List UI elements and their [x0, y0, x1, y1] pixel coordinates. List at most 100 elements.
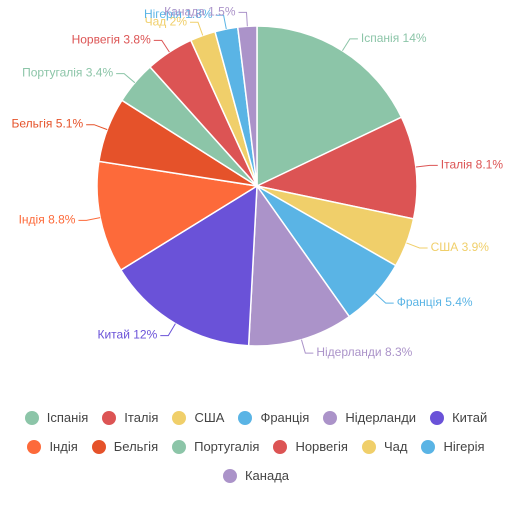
slice-label-name: Норвегія — [72, 33, 120, 47]
legend-marker — [273, 439, 288, 454]
slice-label-value: 5.1% — [56, 117, 84, 131]
slice-label: Індія 8.8% — [19, 213, 76, 227]
legend-marker — [102, 410, 117, 425]
legend-item[interactable]: Китай — [430, 410, 487, 425]
slice-label-name: Індія — [19, 213, 45, 227]
slice-label-value: 8.3% — [385, 345, 413, 359]
slice-label-value: 3.9% — [462, 240, 490, 254]
slice-label-name: Португалія — [22, 66, 82, 80]
legend-marker — [91, 439, 106, 454]
slice-label: Чад 2% — [145, 14, 188, 28]
slice-label: Канада 1.5% — [164, 4, 236, 18]
slice-label: Нідерланди 8.3% — [316, 345, 412, 359]
leader-line — [190, 21, 204, 36]
leader-line — [238, 11, 248, 27]
legend-item[interactable]: Португалія — [172, 439, 259, 454]
leader-line — [153, 39, 170, 53]
leader-line — [160, 323, 176, 337]
legend-marker — [27, 439, 42, 454]
slice-label: Нігерія 1.8% — [144, 7, 213, 21]
slice-label-value: 8.1% — [476, 158, 504, 172]
slice-label-value: 3.4% — [86, 66, 114, 80]
slice-label-value: 2% — [170, 14, 188, 28]
legend-marker — [421, 439, 436, 454]
slice-label-name: Китай — [97, 328, 129, 342]
legend-item[interactable]: Канада — [222, 468, 290, 483]
slice-label-value: 14% — [403, 31, 427, 45]
legend-label: Нігерія — [443, 439, 485, 454]
legend-item[interactable]: Італія — [102, 410, 158, 425]
pie-slice — [119, 184, 258, 347]
slice-label: Бельгія 5.1% — [11, 117, 83, 131]
leader-line — [415, 164, 438, 168]
leader-line — [215, 14, 227, 30]
legend-label: Бельгія — [113, 439, 159, 454]
legend-marker — [172, 410, 187, 425]
legend-marker — [222, 468, 237, 483]
legend-marker — [24, 410, 39, 425]
legend-label: Італія — [124, 410, 159, 425]
slice-label-value: 3.8% — [123, 33, 151, 47]
legend-item[interactable]: Бельгія — [91, 439, 159, 454]
slice-label: Португалія 3.4% — [22, 66, 113, 80]
slice-label-value: 1.8% — [185, 7, 213, 21]
slice-label-name: США — [431, 240, 459, 254]
slice-label-name: Чад — [145, 14, 167, 28]
slice-label: Італія 8.1% — [441, 158, 504, 172]
pie-slice — [236, 25, 258, 187]
legend-item[interactable]: Нігерія — [421, 439, 485, 454]
slice-label-name: Бельгія — [11, 117, 52, 131]
slice-label-value: 5.4% — [445, 295, 473, 309]
legend-item[interactable]: США — [172, 410, 224, 425]
leader-line — [375, 293, 394, 304]
pie-slice — [96, 160, 260, 272]
legend-label: Іспанія — [46, 410, 89, 425]
legend-label: Нідерланди — [345, 410, 417, 425]
slice-label-name: Нігерія — [144, 7, 182, 21]
legend-label: Китай — [452, 410, 488, 425]
slice-label: Іспанія 14% — [361, 31, 427, 45]
chart: Іспанія 14% Італія 8.1% США 3.9% Франція 5.… — [11, 4, 504, 359]
legend: Іспанія Італія США Франція Нідерланди Китай Ін… — [6, 410, 506, 483]
leader-line — [406, 242, 428, 249]
pie-slice — [256, 25, 403, 188]
slice-label-name: Канада — [164, 4, 205, 18]
legend-item[interactable]: Чад — [361, 439, 408, 454]
slice-label: Китай 12% — [97, 328, 157, 342]
slice-label: Норвегія 3.8% — [72, 33, 151, 47]
slice-label-name: Іспанія — [361, 31, 399, 45]
slice-label-name: Італія — [441, 158, 473, 172]
legend-label: Португалія — [194, 439, 260, 454]
legend-item[interactable]: Нідерланди — [323, 410, 416, 425]
legend-marker — [430, 410, 445, 425]
slice-label: Франція 5.4% — [397, 295, 473, 309]
slice-label: США 3.9% — [431, 240, 490, 254]
slice-label-value: 12% — [133, 328, 157, 342]
legend-label: США — [194, 410, 225, 425]
legend-label: Норвегія — [295, 439, 348, 454]
leader-line — [300, 339, 314, 354]
slice-label-name: Франція — [397, 295, 442, 309]
legend-item[interactable]: Франція — [238, 410, 309, 425]
legend-marker — [323, 410, 338, 425]
pie-slice — [254, 116, 418, 220]
legend-item[interactable]: Норвегія — [273, 439, 348, 454]
legend-item[interactable]: Індія — [27, 439, 78, 454]
legend-label: Індія — [49, 439, 78, 454]
legend-label: Канада — [244, 468, 290, 483]
leader-line — [86, 124, 108, 131]
slice-label-value: 8.8% — [48, 213, 76, 227]
legend-marker — [172, 439, 187, 454]
leader-line — [116, 73, 136, 84]
leader-line — [78, 217, 101, 221]
slice-label-value: 1.5% — [208, 4, 236, 18]
legend-label: Чад — [383, 439, 408, 454]
pie-slice — [247, 183, 351, 347]
legend-label: Франція — [260, 410, 310, 425]
slice-label-name: Нідерланди — [316, 345, 381, 359]
legend-item[interactable]: Іспанія — [24, 410, 89, 425]
legend-marker — [361, 439, 376, 454]
legend-marker — [238, 410, 253, 425]
leader-line — [341, 38, 358, 51]
